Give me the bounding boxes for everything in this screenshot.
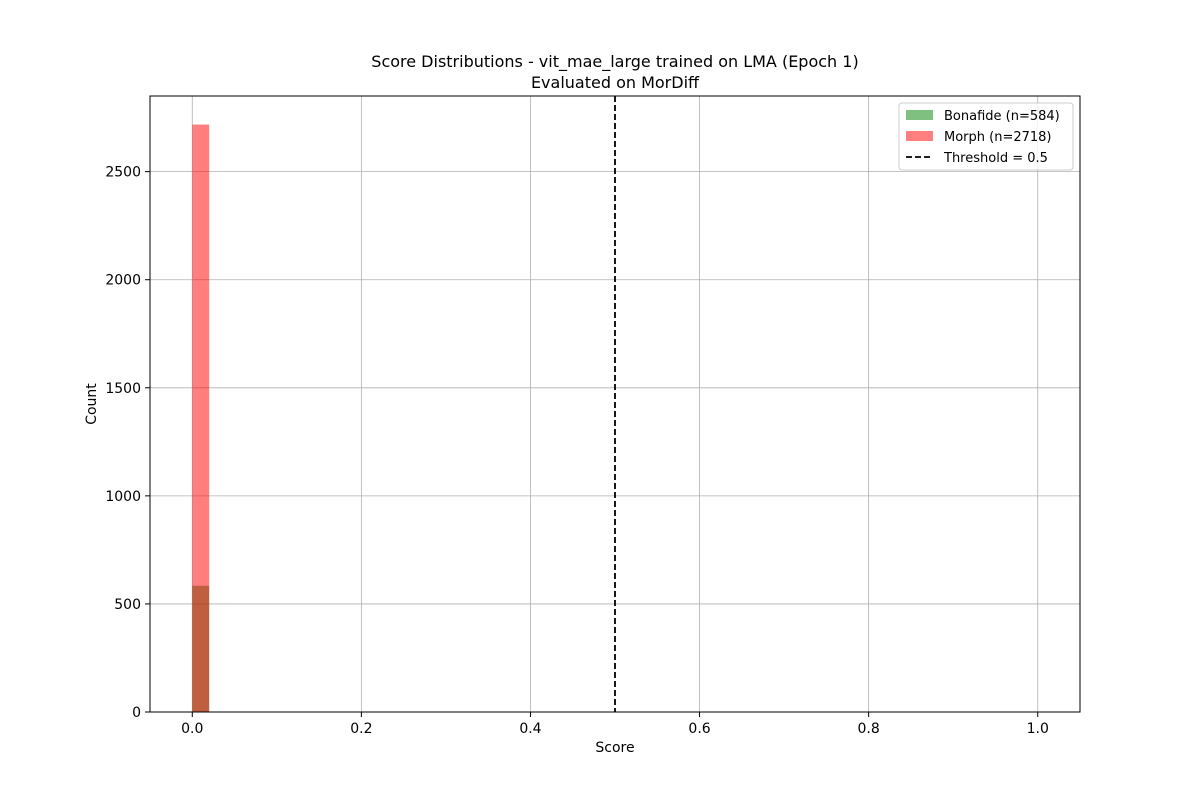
legend: Bonafide (n=584) Morph (n=2718) Threshol… — [898, 102, 1074, 171]
chart-title-line2: Evaluated on MorDiff — [531, 73, 700, 92]
legend-label-threshold: Threshold = 0.5 — [943, 151, 1048, 166]
plot-frame — [149, 95, 1081, 713]
y-tick-label: 500 — [114, 597, 141, 613]
legend-label-bonafide: Bonafide (n=584) — [944, 109, 1060, 124]
y-axis-ticks: 0 500 1000 1500 2000 2500 — [105, 165, 150, 721]
y-tick-label: 1000 — [105, 489, 141, 505]
bar-morph — [192, 124, 210, 713]
y-axis-label: Count — [84, 383, 100, 425]
y-tick-label: 2000 — [105, 273, 141, 289]
x-tick-label: 0.0 — [181, 721, 203, 737]
x-tick-label: 0.8 — [858, 721, 880, 737]
y-tick-label: 0 — [132, 705, 141, 721]
chart-title-line1: Score Distributions - vit_mae_large trai… — [371, 52, 858, 72]
x-tick-label: 0.6 — [688, 721, 710, 737]
x-axis-ticks: 0.0 0.2 0.4 0.6 0.8 1.0 — [181, 712, 1049, 737]
x-tick-label: 0.2 — [350, 721, 372, 737]
legend-label-morph: Morph (n=2718) — [944, 130, 1052, 145]
legend-swatch-bonafide — [906, 110, 933, 120]
y-tick-label: 1500 — [105, 381, 141, 397]
legend-swatch-morph — [906, 131, 933, 141]
x-tick-label: 1.0 — [1027, 721, 1049, 737]
histogram-bars — [192, 124, 210, 713]
legend-box — [898, 102, 1074, 171]
x-tick-label: 0.4 — [519, 721, 541, 737]
y-tick-label: 2500 — [105, 165, 141, 181]
x-axis-label: Score — [595, 740, 634, 756]
